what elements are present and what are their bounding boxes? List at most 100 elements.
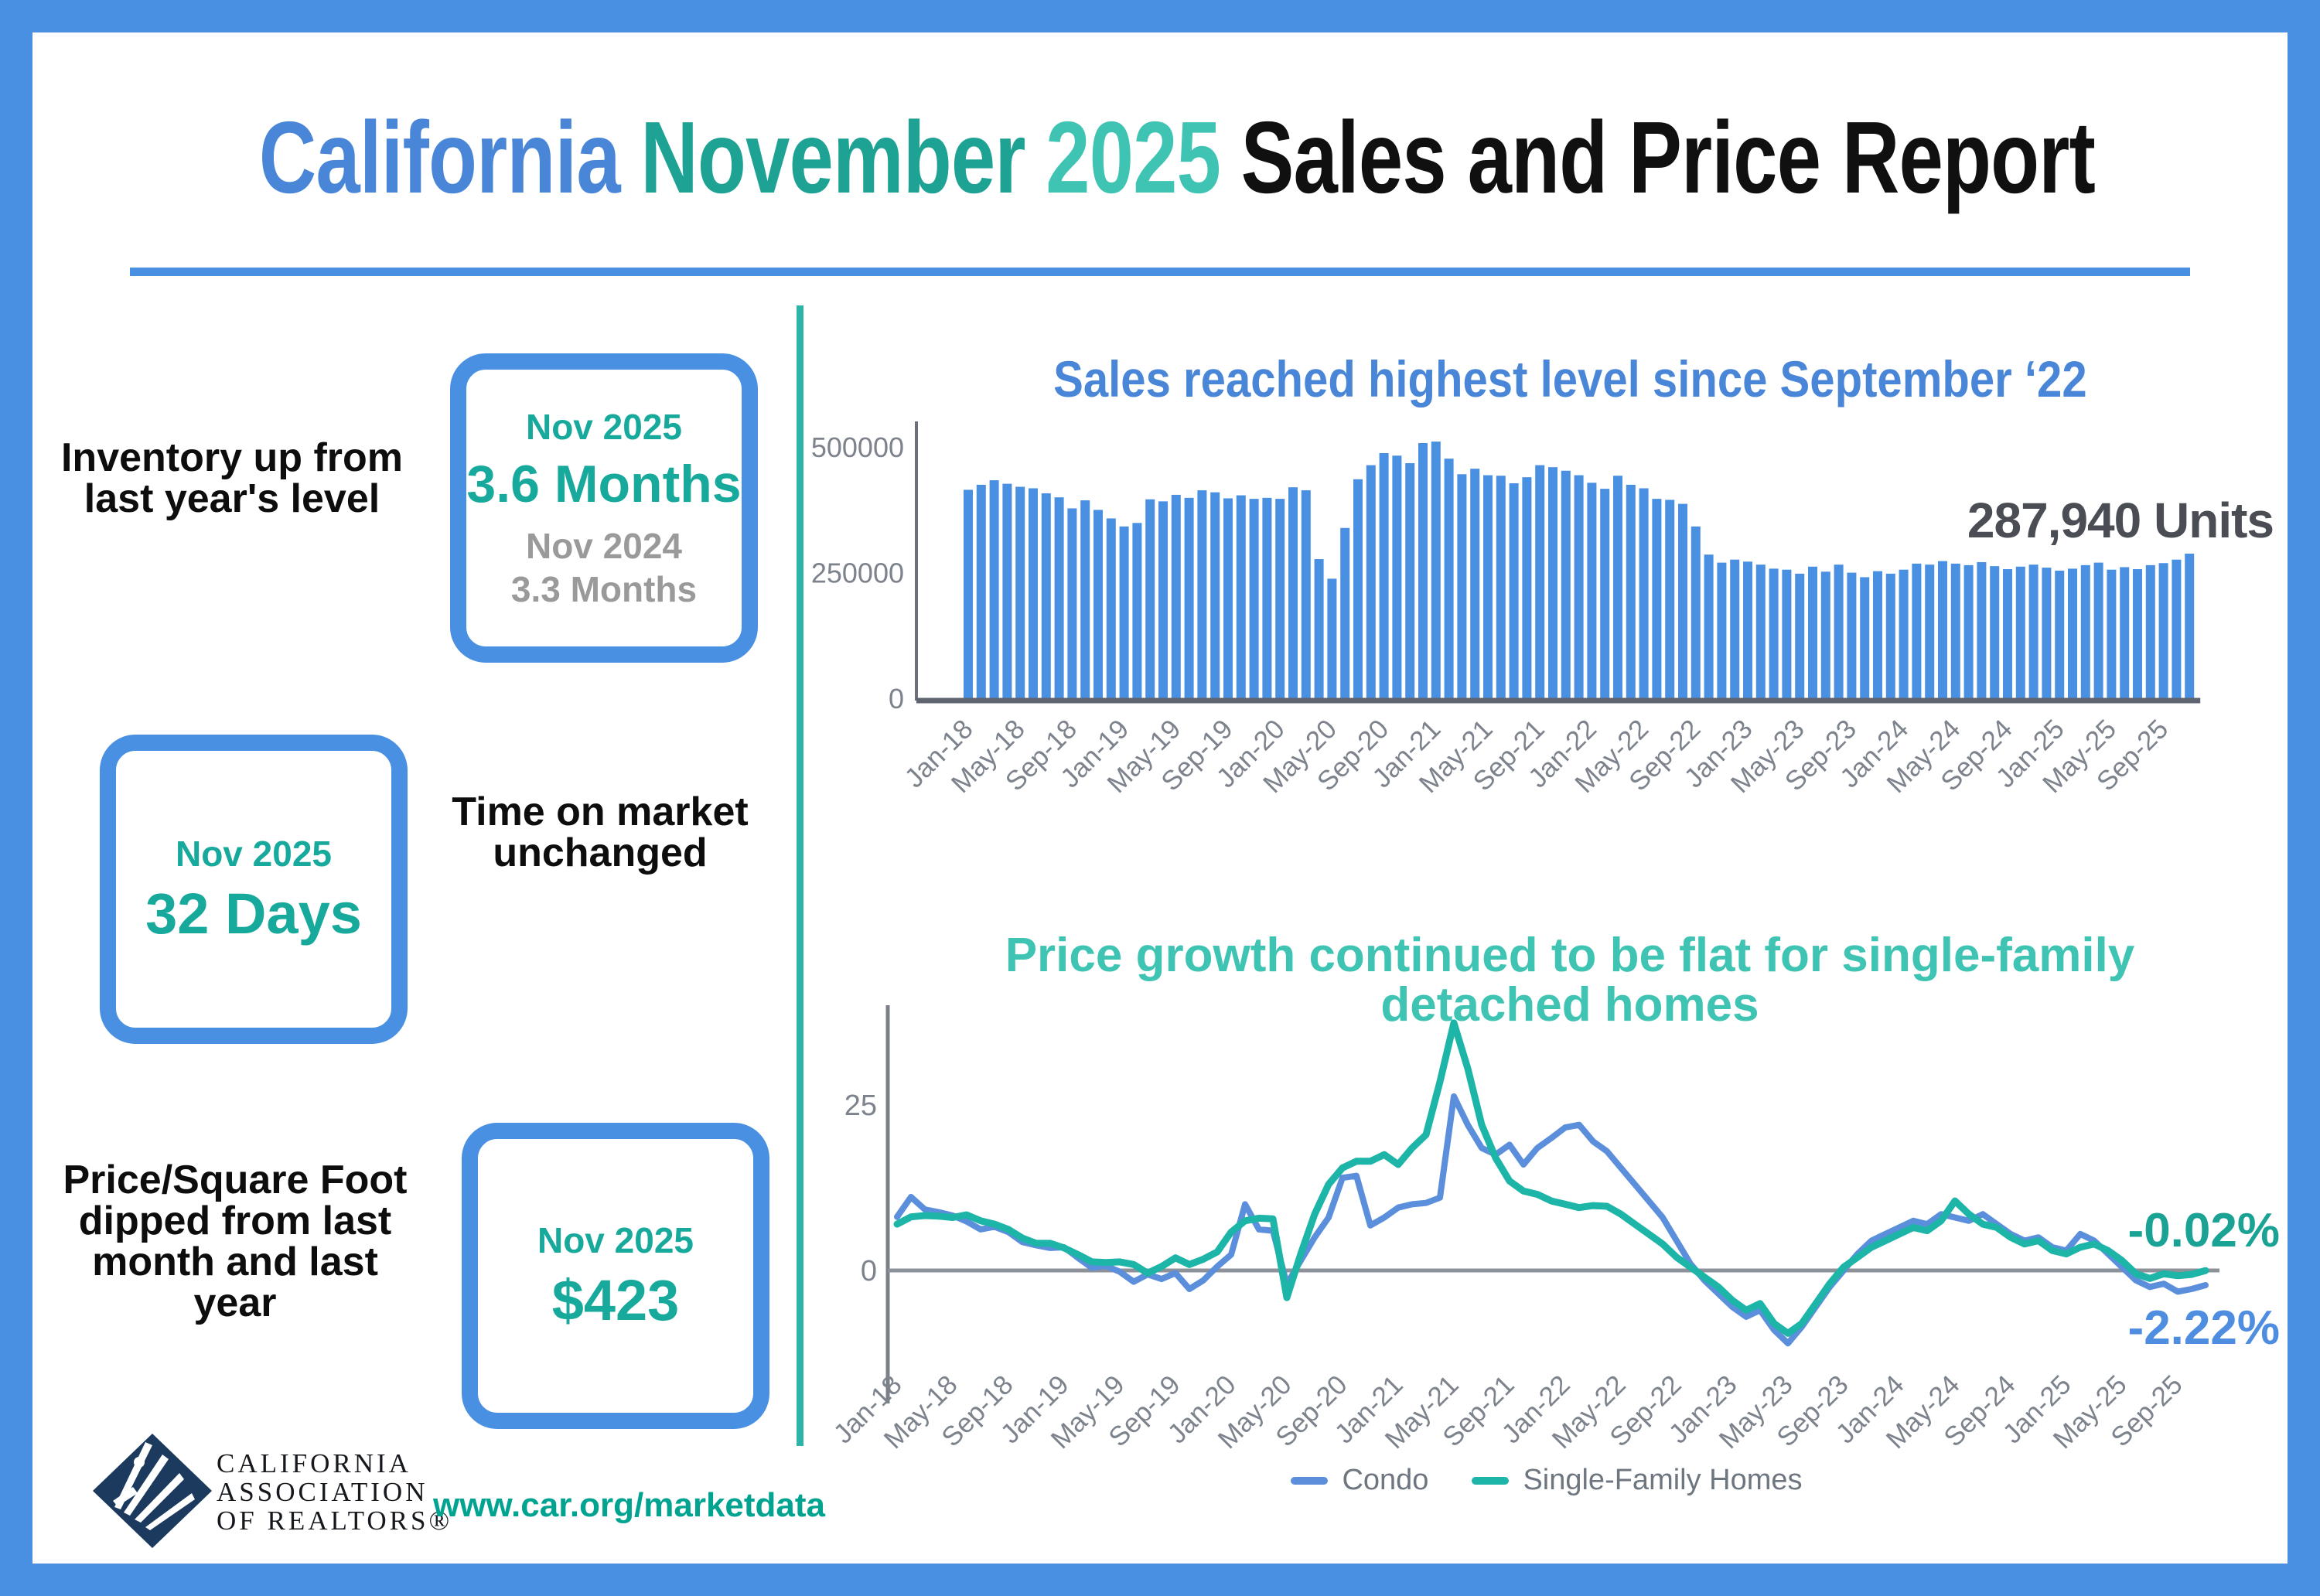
sfh-legend-label: Single-Family Homes <box>1523 1464 1803 1496</box>
vertical-divider <box>797 305 803 1446</box>
sales-bar <box>1665 500 1675 698</box>
sfh-annotation: -0.02% <box>2127 1204 2280 1257</box>
sales-bar <box>1704 554 1714 698</box>
condo-swatch-icon <box>1291 1476 1329 1485</box>
sales-bar <box>1963 564 1974 698</box>
price-per-sqft-value: $423 <box>551 1267 680 1332</box>
sales-bar <box>1834 564 1844 698</box>
sales-bar <box>1145 499 1155 698</box>
sales-bar <box>1678 503 1687 698</box>
sales-bar <box>1119 526 1129 698</box>
sales-bar <box>1444 459 1454 698</box>
price-per-sqft-stat-box: Nov 2025 $423 <box>462 1123 769 1429</box>
sales-bar <box>1288 487 1298 698</box>
sales-bar <box>1755 564 1766 698</box>
time-on-market-value: 32 Days <box>145 881 362 946</box>
price-line-chart: 025Jan-18May-18Sep-18Jan-19May-19Sep-19J… <box>827 1005 2219 1454</box>
car-logo-icon <box>93 1434 212 1548</box>
sales-bar <box>2158 563 2168 698</box>
sales-bar <box>1938 561 1947 698</box>
svg-text:25: 25 <box>844 1090 877 1122</box>
chart-legend: Condo Single-Family Homes <box>889 1464 2204 1497</box>
sales-bar <box>1626 484 1636 698</box>
single-family-line <box>893 1019 2209 1337</box>
svg-text:0: 0 <box>889 683 904 714</box>
sales-bar <box>2055 571 2065 698</box>
sales-bar <box>989 480 999 698</box>
sales-bar <box>1613 476 1622 698</box>
sales-bar <box>1249 499 1259 698</box>
sales-bar <box>1002 483 1012 698</box>
line-chart-plot: 025Jan-18May-18Sep-18Jan-19May-19Sep-19J… <box>827 1005 2219 1454</box>
page-title: California November 2025 Sales and Price Re… <box>0 99 2320 216</box>
sales-bar <box>1483 475 1493 698</box>
sales-bar <box>1379 452 1389 698</box>
sfh-swatch-icon <box>1472 1476 1510 1485</box>
sales-bar <box>1990 566 2000 698</box>
sales-bar <box>1977 561 1987 698</box>
sales-bar <box>2028 564 2039 698</box>
sales-bar <box>2068 568 2077 698</box>
sales-bar-chart: 0250000500000Jan-18May-18Sep-18Jan-19May… <box>811 421 2201 799</box>
sales-bar <box>1132 523 1142 698</box>
sales-bar <box>1405 462 1415 698</box>
sales-bar <box>1392 455 1402 698</box>
sales-bar <box>1314 559 1324 698</box>
sales-bar <box>2120 567 2130 698</box>
sales-bar <box>1535 465 1545 698</box>
time-on-market-stat-label: Time on market unchanged <box>452 789 749 876</box>
inventory-prev-value: 3.3 Months <box>510 569 698 609</box>
sales-bar <box>1340 527 1350 698</box>
sales-bar <box>1171 494 1181 698</box>
price-per-sqft-stat-label: Price/Square Foot dipped from last month… <box>63 1158 408 1326</box>
sales-chart-title: Sales reached highest level since Septem… <box>1053 350 2087 408</box>
sales-bar <box>1652 499 1662 698</box>
sales-bar <box>1080 500 1090 698</box>
sales-bar <box>1158 501 1168 698</box>
sales-bar <box>1029 488 1038 698</box>
sales-bar <box>1470 469 1480 698</box>
units-callout: 287,940 Units <box>1967 493 2274 548</box>
sales-bar <box>1015 486 1025 698</box>
title-year: 2025 <box>1046 101 1221 214</box>
sales-bar <box>1522 477 1532 698</box>
market-data-url[interactable]: www.car.org/marketdata <box>433 1486 826 1524</box>
legend-item-sfh: Single-Family Homes <box>1472 1464 1803 1497</box>
sales-bar <box>1509 483 1519 698</box>
sales-bar <box>1587 483 1597 698</box>
sales-bar <box>1808 566 1817 698</box>
time-on-market-stat-box: Nov 2025 32 Days <box>100 735 408 1044</box>
sales-bar <box>1548 467 1557 698</box>
sales-bar <box>2185 553 2195 698</box>
sales-bar <box>2172 559 2182 698</box>
sales-bar <box>1912 563 1922 698</box>
sales-bar <box>1950 563 1960 698</box>
sales-bar <box>1795 573 1805 698</box>
sales-bar <box>1431 442 1441 698</box>
price-per-sqft-period: Nov 2025 <box>537 1219 694 1260</box>
sales-bar <box>1223 498 1233 698</box>
sales-bar <box>1457 474 1467 698</box>
time-on-market-period: Nov 2025 <box>175 833 332 874</box>
car-logo-text: CALIFORNIA ASSOCIATION OF REALTORS® <box>217 1449 452 1535</box>
sales-bar <box>1639 488 1649 698</box>
sales-bar <box>1301 490 1311 698</box>
sales-bar <box>2145 564 2155 698</box>
inventory-stat-label: Inventory up from last year's level <box>60 435 404 522</box>
sales-bar <box>1691 526 1701 698</box>
sales-bar <box>1067 508 1077 698</box>
sales-bar <box>1353 479 1363 698</box>
inventory-stat-box: Nov 2025 3.6 Months Nov 2024 3.3 Months <box>450 353 758 663</box>
sales-bar <box>2107 569 2117 698</box>
sales-bar <box>1496 476 1506 698</box>
logo-line-1: CALIFORNIA <box>217 1448 411 1478</box>
sales-bar <box>1184 497 1194 698</box>
bar-chart-plot: 0250000500000Jan-18May-18Sep-18Jan-19May… <box>811 421 2201 799</box>
sales-bar <box>1885 573 1895 698</box>
sales-bar <box>1730 559 1740 698</box>
sales-bar <box>1197 490 1207 698</box>
sales-bar <box>1847 572 1857 698</box>
inventory-period: Nov 2025 <box>525 407 682 447</box>
sales-bar <box>1769 568 1779 698</box>
title-california: California <box>258 101 621 214</box>
